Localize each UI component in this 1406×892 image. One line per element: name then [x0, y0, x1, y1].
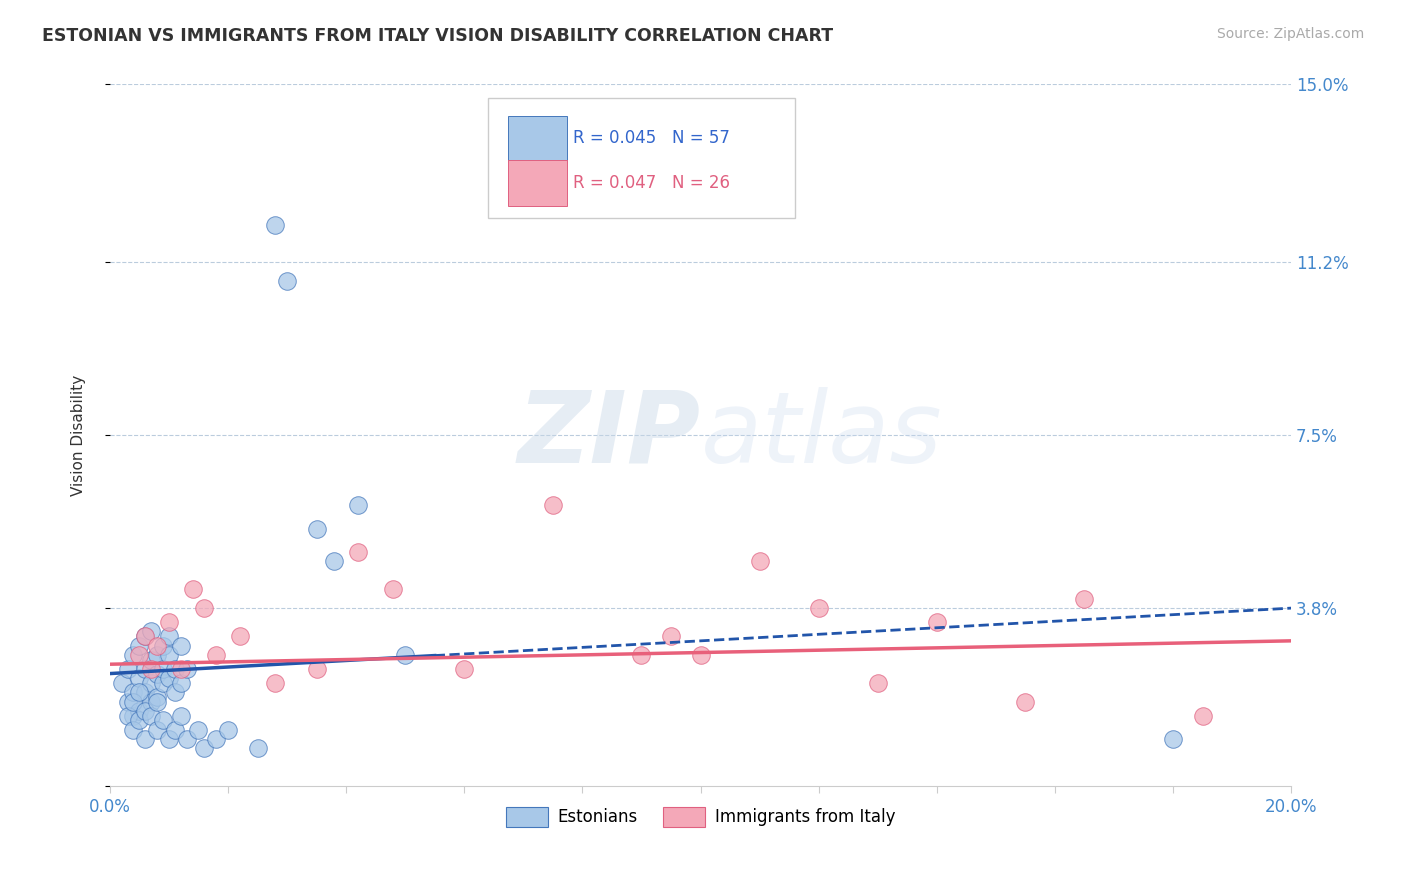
- Point: [157, 648, 180, 662]
- Point: [141, 695, 163, 709]
- Point: [453, 662, 475, 676]
- Point: [146, 690, 169, 704]
- Point: [187, 723, 209, 737]
- Point: [146, 723, 169, 737]
- Point: [141, 676, 163, 690]
- Point: [134, 629, 156, 643]
- Point: [170, 676, 193, 690]
- Text: R = 0.045   N = 57: R = 0.045 N = 57: [572, 129, 730, 147]
- Point: [347, 498, 370, 512]
- Point: [122, 695, 145, 709]
- Point: [141, 708, 163, 723]
- Point: [394, 648, 416, 662]
- Point: [217, 723, 239, 737]
- Point: [305, 662, 328, 676]
- Point: [146, 695, 169, 709]
- Point: [276, 274, 298, 288]
- Text: Source: ZipAtlas.com: Source: ZipAtlas.com: [1216, 27, 1364, 41]
- Point: [382, 582, 405, 597]
- Point: [170, 662, 193, 676]
- Point: [170, 639, 193, 653]
- Point: [807, 601, 830, 615]
- Point: [866, 676, 889, 690]
- Point: [176, 732, 198, 747]
- Point: [246, 741, 269, 756]
- Point: [141, 624, 163, 639]
- FancyBboxPatch shape: [508, 116, 567, 161]
- Point: [122, 685, 145, 699]
- Point: [122, 708, 145, 723]
- Point: [111, 676, 134, 690]
- Point: [176, 662, 198, 676]
- Point: [689, 648, 711, 662]
- Point: [152, 676, 174, 690]
- Point: [128, 671, 150, 685]
- Point: [128, 714, 150, 728]
- Point: [146, 666, 169, 681]
- Point: [925, 615, 948, 629]
- Point: [163, 723, 186, 737]
- Point: [141, 652, 163, 666]
- FancyBboxPatch shape: [508, 161, 567, 206]
- Point: [748, 554, 770, 568]
- Point: [152, 662, 174, 676]
- Point: [193, 741, 215, 756]
- Point: [128, 639, 150, 653]
- Point: [134, 662, 156, 676]
- Point: [146, 639, 169, 653]
- Text: ZIP: ZIP: [517, 386, 700, 483]
- Point: [1161, 732, 1184, 747]
- Point: [146, 648, 169, 662]
- Text: atlas: atlas: [700, 386, 942, 483]
- Legend: Estonians, Immigrants from Italy: Estonians, Immigrants from Italy: [499, 800, 901, 833]
- Point: [157, 671, 180, 685]
- Text: R = 0.047   N = 26: R = 0.047 N = 26: [572, 174, 730, 192]
- Point: [163, 685, 186, 699]
- Point: [141, 662, 163, 676]
- Point: [152, 639, 174, 653]
- Point: [1014, 695, 1036, 709]
- Point: [128, 685, 150, 699]
- Point: [229, 629, 252, 643]
- Point: [205, 648, 228, 662]
- Point: [157, 629, 180, 643]
- Point: [181, 582, 204, 597]
- Point: [323, 554, 346, 568]
- Point: [134, 685, 156, 699]
- Point: [152, 714, 174, 728]
- Point: [157, 732, 180, 747]
- FancyBboxPatch shape: [488, 98, 794, 218]
- Point: [134, 629, 156, 643]
- Point: [122, 723, 145, 737]
- Point: [163, 662, 186, 676]
- Point: [134, 704, 156, 718]
- Point: [157, 615, 180, 629]
- Point: [1073, 591, 1095, 606]
- Point: [630, 648, 652, 662]
- Point: [193, 601, 215, 615]
- Point: [541, 498, 564, 512]
- Point: [128, 648, 150, 662]
- Point: [305, 522, 328, 536]
- Text: ESTONIAN VS IMMIGRANTS FROM ITALY VISION DISABILITY CORRELATION CHART: ESTONIAN VS IMMIGRANTS FROM ITALY VISION…: [42, 27, 834, 45]
- Y-axis label: Vision Disability: Vision Disability: [72, 375, 86, 496]
- Point: [264, 676, 287, 690]
- Point: [134, 732, 156, 747]
- Point: [122, 648, 145, 662]
- Point: [128, 704, 150, 718]
- Point: [117, 708, 139, 723]
- Point: [117, 662, 139, 676]
- Point: [347, 545, 370, 559]
- Point: [117, 695, 139, 709]
- Point: [205, 732, 228, 747]
- Point: [1191, 708, 1213, 723]
- Point: [264, 218, 287, 232]
- Point: [170, 708, 193, 723]
- Point: [659, 629, 682, 643]
